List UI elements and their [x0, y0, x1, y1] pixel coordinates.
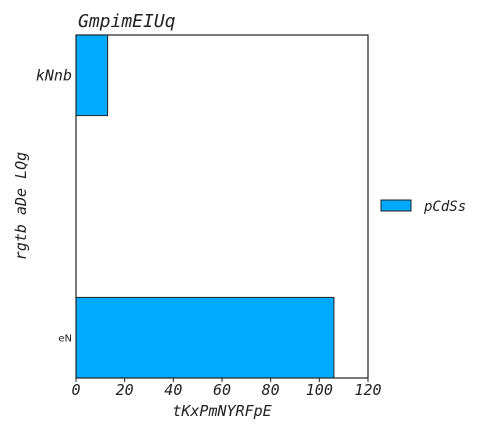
- legend: pCdSs: [380, 199, 466, 215]
- y-axis-ticks: kNnb eN: [36, 66, 72, 344]
- y-axis-label: rgtb aDe LQg: [12, 152, 30, 260]
- x-tick-label: 100: [306, 381, 333, 399]
- x-axis-label: tKxPmNYRFpE: [172, 402, 271, 420]
- chart-title: GmpimEIUq: [78, 11, 176, 32]
- legend-label: pCdSs: [423, 199, 466, 215]
- x-tick-label: 0: [71, 381, 80, 399]
- bars-layer: [75, 34, 335, 379]
- x-tick-label: 20: [116, 381, 134, 399]
- y-tick-label: eN: [58, 334, 72, 345]
- y-tick-label: kNnb: [36, 66, 72, 84]
- legend-swatch: [380, 199, 412, 212]
- bar-kNnb: [75, 34, 109, 117]
- bar-eN: [75, 296, 335, 379]
- x-tick-label: 60: [213, 381, 231, 399]
- x-tick-label: 40: [164, 381, 182, 399]
- x-tick-label: 80: [262, 381, 280, 399]
- x-tick-label: 120: [354, 381, 381, 399]
- x-axis-ticks: 0 20 40 60 80 100 120: [71, 378, 382, 399]
